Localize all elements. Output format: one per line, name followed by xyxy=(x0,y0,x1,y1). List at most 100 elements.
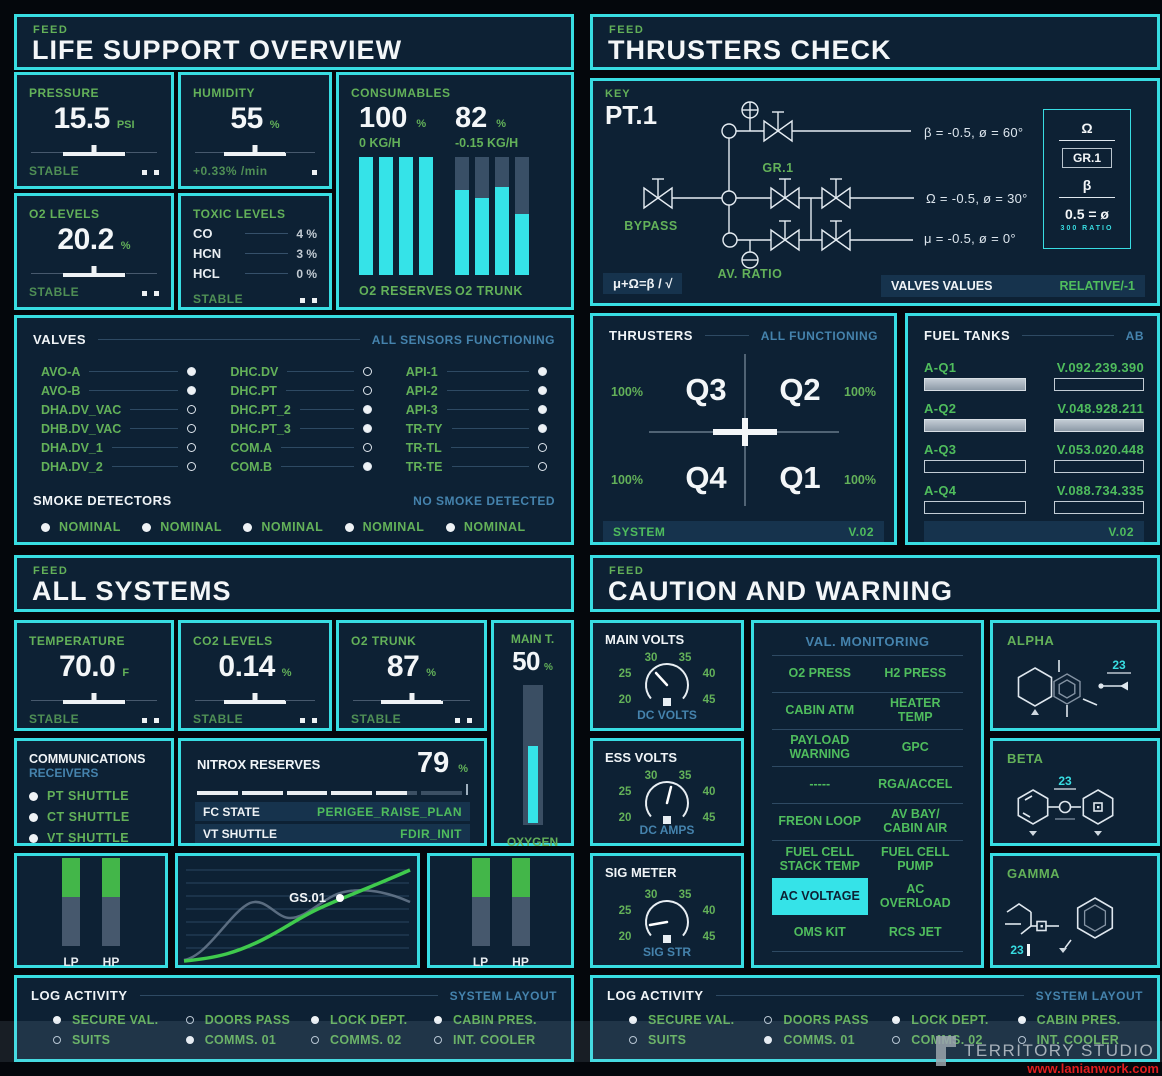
system-label: SYSTEM xyxy=(613,524,666,539)
monitoring-cell-left[interactable]: AC VOLTAGE xyxy=(772,878,868,915)
o2-trunk-caption: O2 TRUNK xyxy=(455,284,523,298)
thruster-q3-percent: 100% xyxy=(611,385,643,399)
bar xyxy=(455,157,469,275)
beta-molecule-icon: 23 xyxy=(1017,774,1114,836)
log-status-dot xyxy=(764,1016,773,1024)
monitoring-cell-left[interactable]: PAYLOAD WARNING xyxy=(789,733,850,761)
monitoring-cell-left[interactable]: OMS KIT xyxy=(793,925,846,940)
valve-row: AVO-B xyxy=(41,381,197,400)
progress-segment xyxy=(421,791,462,795)
fuel-tanks-label: FUEL TANKS xyxy=(924,328,1011,343)
consumables-label: CONSUMABLES xyxy=(351,86,451,100)
svg-text:45: 45 xyxy=(703,694,716,706)
o2-trunk-unit: % xyxy=(496,118,507,130)
nitrox-reserves-panel: NITROX RESERVES 79% FC STATE PERIGEE_RAI… xyxy=(178,738,487,846)
valves-status: ALL SENSORS FUNCTIONING xyxy=(371,332,555,347)
monitoring-cell-right[interactable]: HEATER TEMP xyxy=(890,696,941,724)
smoke-detector: NOMINAL xyxy=(243,520,344,534)
svg-text:35: 35 xyxy=(679,770,692,782)
territory-studio-logo-icon xyxy=(936,1036,956,1066)
log-item: INT. COOLER xyxy=(433,1033,547,1047)
data-point-marker xyxy=(336,894,344,902)
sig-meter-gauge-panel: SIG METER 30 35 25 40 20 45 SIG STR xyxy=(590,853,744,968)
log-status-dot xyxy=(1017,1016,1026,1024)
log-status-dot xyxy=(433,1036,442,1044)
monitoring-cell-right[interactable]: RCS JET xyxy=(888,925,942,940)
o2-reserves-unit: % xyxy=(416,118,427,130)
main-t-value: 50 xyxy=(512,646,540,676)
valve-status-dot xyxy=(187,367,197,376)
monitoring-cell-right[interactable]: AC OVERLOAD xyxy=(879,881,951,910)
log-item: SUITS xyxy=(629,1033,764,1047)
log-status-dot xyxy=(185,1016,194,1024)
co2-levels-label: CO2 LEVELS xyxy=(193,634,273,648)
valve-row: DHA.DV_VAC xyxy=(41,400,197,419)
valves-values-mode[interactable]: RELATIVE/-1 xyxy=(1059,279,1135,293)
main-t-gauge-panel: MAIN T. 50% OXYGEN xyxy=(491,620,574,849)
valve-status-dot xyxy=(362,386,372,395)
ratio-equation: 0.5 = ø xyxy=(1065,206,1109,222)
log-status-dot xyxy=(629,1016,637,1024)
main-t-unit: % xyxy=(544,662,553,673)
valve-status-dot xyxy=(187,405,197,414)
valve-status-dot xyxy=(362,424,372,433)
monitoring-cell-left[interactable]: ----- xyxy=(809,777,831,792)
monitoring-row: AC VOLTAGE AC OVERLOAD xyxy=(772,878,963,915)
smoke-status-dot xyxy=(445,522,455,532)
monitoring-cell-left[interactable]: FREON LOOP xyxy=(778,814,862,829)
val-monitoring-title: VAL. MONITORING xyxy=(805,634,930,649)
receiver-item: CT SHUTTLE xyxy=(29,810,159,824)
valves-column-2: DHC.DV DHC.PT DHC.PT_2 DHC.PT_3 COM.A COM.B xyxy=(230,362,372,476)
monitoring-row: FREON LOOP AV BAY/ CABIN AIR xyxy=(772,804,963,841)
status-dots xyxy=(293,290,317,308)
gauge-needle xyxy=(654,671,669,687)
monitoring-cell-right[interactable]: FUEL CELL PUMP xyxy=(880,844,950,873)
monitoring-cell-right[interactable]: GPC xyxy=(901,740,929,755)
smoke-detectors-status: NO SMOKE DETECTED xyxy=(413,493,555,508)
gamma-molecule-icon: 23 xyxy=(1005,897,1114,957)
o2-reserves-bars xyxy=(359,157,455,275)
valve-schematic xyxy=(643,101,914,269)
valve-row: API-1 xyxy=(406,362,547,381)
ess-volts-label: ESS VOLTS xyxy=(605,750,677,765)
ratio-legend-box: Ω GR.1 β 0.5 = ø 300 RATIO xyxy=(1043,109,1131,249)
life-support-header: FEED LIFE SUPPORT OVERVIEW xyxy=(14,14,574,70)
log-item: INT. COOLER xyxy=(1017,1033,1133,1047)
status-dots xyxy=(305,162,317,180)
o2-levels-value: 20.2 xyxy=(57,223,114,256)
monitoring-cell-right[interactable]: AV BAY/ CABIN AIR xyxy=(883,807,948,835)
monitoring-cell-left[interactable]: CABIN ATM xyxy=(785,703,855,718)
fuel-level-bar xyxy=(1054,460,1144,473)
fuel-tank-row: A-Q2 V.048.928.211 xyxy=(924,401,1144,432)
smoke-status-dot xyxy=(243,522,253,532)
fuel-footer-bar: V.02 xyxy=(924,521,1144,542)
thrusters-status: ALL FUNCTIONING xyxy=(760,328,878,343)
toxic-levels-card: TOXIC LEVELS CO 4 % HCN 3 % HCL 0 % STAB… xyxy=(178,193,332,310)
co2-levels-card: CO2 LEVELS 0.14% STABLE xyxy=(178,620,332,731)
humidity-status: +0.33% /min xyxy=(193,164,268,178)
fuel-level-bar xyxy=(924,419,1026,432)
hp-label: HP xyxy=(512,955,529,969)
o2-trunk-group: 82% -0.15 KG/H O2 TRUNK xyxy=(455,104,551,298)
monitoring-cell-right[interactable]: RGA/ACCEL xyxy=(878,777,953,792)
feed-label: FEED xyxy=(609,565,645,577)
svg-text:45: 45 xyxy=(703,931,716,943)
monitoring-cell-left[interactable]: O2 PRESS xyxy=(788,666,852,681)
o2-levels-trend-indicator xyxy=(31,263,157,277)
thrusters-label: THRUSTERS xyxy=(609,328,693,343)
page-title-thrusters-check: THRUSTERS CHECK xyxy=(608,35,892,65)
monitoring-cell-right[interactable]: H2 PRESS xyxy=(884,666,947,681)
svg-text:20: 20 xyxy=(619,812,632,824)
lp-hp-tanks-left: LP HP xyxy=(14,853,168,969)
valve-status-dot xyxy=(362,405,372,414)
formula-badge: μ+Ω=β / √ xyxy=(603,273,683,294)
nitrox-label: NITROX RESERVES xyxy=(197,757,321,772)
o2-trunk-value: 82 xyxy=(455,102,488,134)
svg-text:40: 40 xyxy=(703,786,716,798)
feed-label: FEED xyxy=(33,24,69,36)
monitoring-cell-left[interactable]: FUEL CELL STACK TEMP xyxy=(779,844,860,873)
valve-row: DHA.DV_2 xyxy=(41,457,197,476)
svg-text:40: 40 xyxy=(703,668,716,680)
o2-trunk-unit: % xyxy=(426,667,437,679)
o2-levels-status: STABLE xyxy=(29,285,80,299)
